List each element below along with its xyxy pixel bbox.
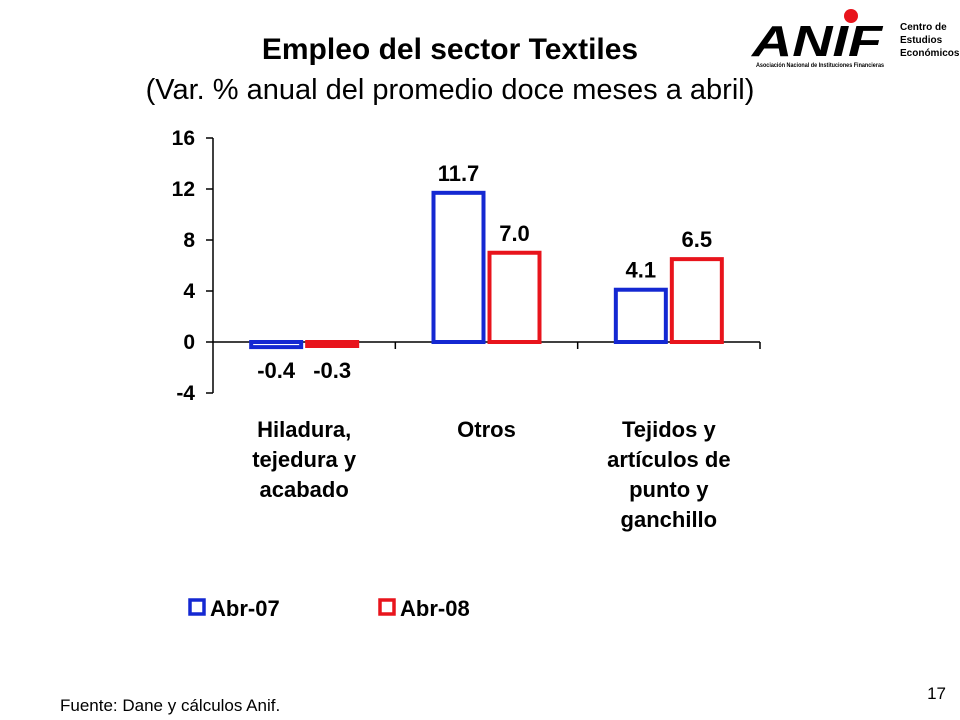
legend-label-abr-08: Abr-08 [400,596,470,621]
legend-swatch-abr-07 [188,598,206,616]
data-label: 7.0 [499,221,530,246]
bar-abr-07-1 [249,340,304,350]
y-tick-label: 8 [183,229,195,252]
category-label: Otros [457,417,516,442]
source-note: Fuente: Dane y cálculos Anif. [60,696,281,715]
logo-side-text-3: Económicos [900,48,960,59]
legend-swatch-abr-08 [378,598,396,616]
category-label: artículos de [607,447,730,472]
category-label: Hiladura, [257,417,351,442]
category-label: acabado [260,477,349,502]
y-tick-label: 12 [172,178,195,201]
category-label: tejedura y [252,447,357,472]
bar-abr-08-3 [669,257,724,344]
logo-side-text-2: Estudios [900,35,943,46]
y-tick-label: 0 [183,331,195,354]
category-label: punto y [629,477,709,502]
y-tick-label: 4 [183,280,195,303]
chart-subtitle: (Var. % anual del promedio doce meses a … [145,74,755,106]
y-tick-label: 16 [172,127,195,150]
logo-tagline: Asociación Nacional de Instituciones Fin… [756,62,884,69]
data-label: 6.5 [682,227,713,252]
data-label: -0.3 [313,358,351,383]
bar-abr-07-2 [431,190,486,344]
data-label: 11.7 [438,161,480,186]
data-label: -0.4 [257,358,296,383]
logo-wordmark: ANIF [751,17,884,66]
bar-abr-08-2 [487,250,542,344]
page-number: 17 [927,684,946,703]
logo-side-text-1: Centro de [900,22,947,33]
category-label: Tejidos y [622,417,716,442]
chart-title: Empleo del sector Textiles [261,33,639,66]
legend-label-abr-07: Abr-07 [210,596,280,621]
y-tick-label: -4 [176,382,195,405]
bar-abr-07-3 [613,287,668,345]
anif-logo: ANIF Asociación Nacional de Institucione… [751,9,960,69]
data-label: 4.1 [626,258,657,283]
bar-abr-08-1 [305,340,360,348]
category-label: ganchillo [621,507,718,532]
logo-dot [844,9,858,23]
